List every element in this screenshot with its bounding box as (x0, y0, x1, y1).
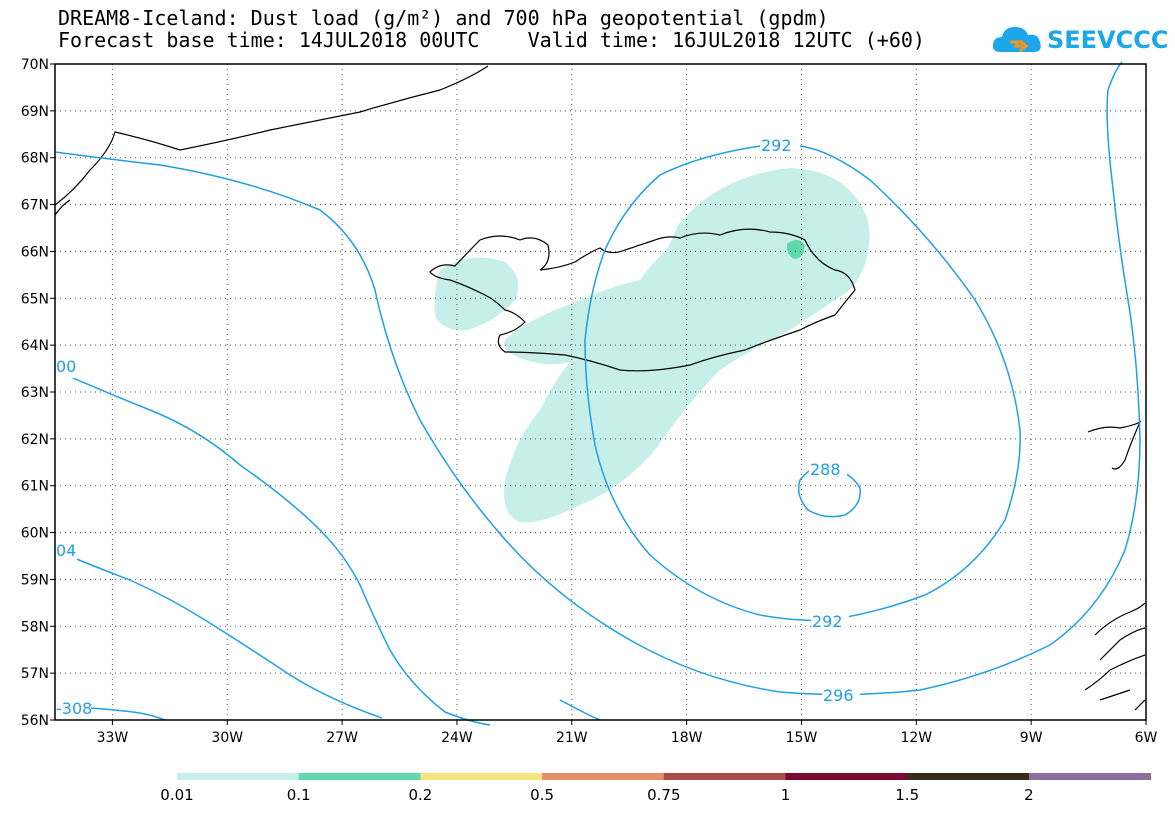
legend-value: 0.75 (647, 786, 680, 804)
legend-value: 0.2 (408, 786, 432, 804)
legend-value: 1.5 (895, 786, 919, 804)
legend-value: 0.01 (160, 786, 193, 804)
lon-label: 33W (97, 730, 129, 746)
lat-label: 59N (21, 572, 49, 588)
contour-label-304: 04 (56, 541, 76, 560)
lat-label: 65N (21, 291, 49, 307)
legend-labels: 0.01 0.1 0.2 0.5 0.75 1 1.5 2 (160, 786, 1033, 804)
contour-label-300: 00 (56, 357, 76, 376)
latitude-labels: 70N 69N 68N 67N 66N 65N 64N 63N 62N 61N 60N 59N 58N 5… (21, 57, 49, 729)
graticule (55, 64, 1146, 720)
legend-value: 1 (781, 786, 791, 804)
longitude-labels: 33W 30W 27W 24W 21W 18W 15W 12W 9W 6W (97, 730, 1158, 746)
forecast-times: Forecast base time: 14JUL2018 00UTC Vali… (58, 28, 925, 52)
logo-text: SEEVCCC (1047, 26, 1169, 54)
coastlines (54, 65, 1146, 711)
lon-label: 9W (1020, 730, 1043, 746)
legend-swatch (785, 773, 908, 780)
lat-label: 64N (21, 338, 49, 354)
lat-label: 57N (21, 666, 49, 682)
legend-swatch (177, 773, 300, 780)
lat-label: 63N (21, 385, 49, 401)
contour-labels: 292 288 292 296 00 04 -308 (55, 136, 860, 719)
legend-swatch (298, 773, 421, 780)
lat-label: 56N (21, 713, 49, 729)
lon-label: 30W (211, 730, 243, 746)
lon-label: 15W (786, 730, 818, 746)
legend-value: 0.5 (530, 786, 554, 804)
lat-label: 61N (21, 479, 49, 495)
legend-swatch (663, 773, 786, 780)
lat-label: 58N (21, 619, 49, 635)
axis-ticks (50, 63, 1147, 725)
lat-label: 69N (21, 104, 49, 120)
legend-swatch (1028, 773, 1152, 780)
lon-label: 6W (1135, 730, 1158, 746)
contour-label-308: -308 (56, 699, 92, 718)
legend-value: 0.1 (287, 786, 311, 804)
lat-label: 68N (21, 151, 49, 167)
lat-label: 70N (21, 57, 49, 73)
lon-label: 21W (556, 730, 588, 746)
legend-swatch (542, 773, 665, 780)
lat-label: 66N (21, 244, 49, 260)
lon-label: 27W (326, 730, 358, 746)
seevccc-logo: SEEVCCC (990, 20, 1169, 60)
geopotential-contours (54, 61, 1141, 726)
map-title: DREAM8-Iceland: Dust load (g/m²) and 700… (58, 6, 829, 30)
legend-colorbar (177, 773, 1152, 780)
lat-label: 67N (21, 198, 49, 214)
contour-label-296: 296 (823, 686, 854, 705)
lon-label: 24W (441, 730, 473, 746)
legend-swatch (420, 773, 543, 780)
legend-swatch (907, 773, 1030, 780)
cloud-icon (992, 27, 1041, 53)
contour-label-292-top: 292 (761, 136, 792, 155)
lat-label: 60N (21, 526, 49, 542)
lon-label: 12W (900, 730, 932, 746)
dust-shading (434, 168, 870, 523)
contour-label-288: 288 (810, 460, 841, 479)
lat-label: 62N (21, 432, 49, 448)
lon-label: 18W (671, 730, 703, 746)
legend-value: 2 (1024, 786, 1034, 804)
contour-label-292-bottom: 292 (812, 612, 843, 631)
